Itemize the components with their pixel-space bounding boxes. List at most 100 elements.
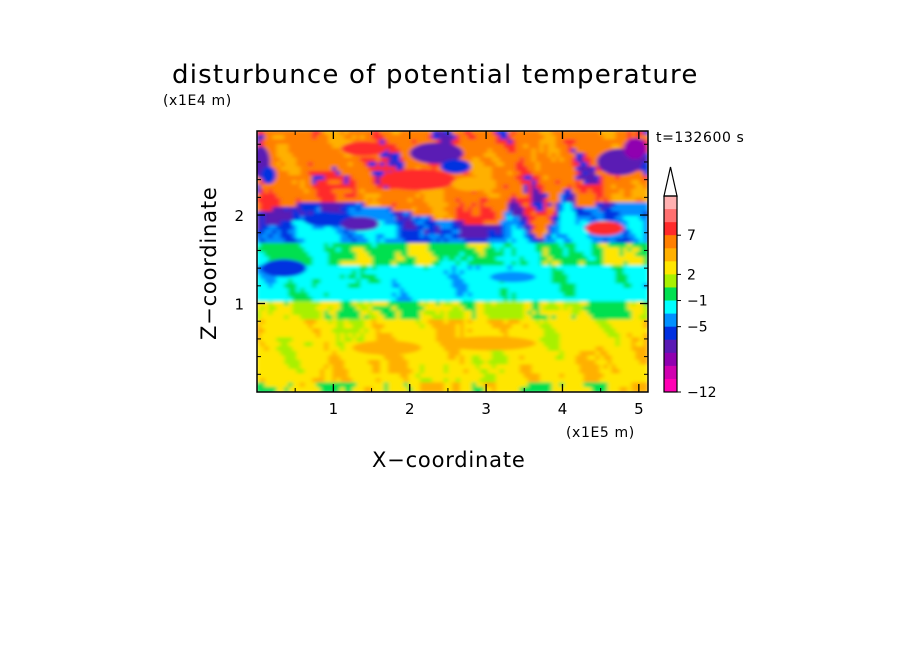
field-cell <box>499 323 505 330</box>
field-cell <box>563 260 569 267</box>
field-cell <box>360 161 366 168</box>
field-cell <box>419 233 426 240</box>
field-cell <box>627 179 633 186</box>
field-cell <box>575 242 581 249</box>
field-cell <box>348 328 354 335</box>
field-cell <box>272 332 278 339</box>
field-cell <box>408 211 414 218</box>
field-cell <box>380 139 386 146</box>
field-cell <box>404 238 410 245</box>
field-cell <box>587 314 593 321</box>
field-cell <box>539 332 545 339</box>
field-cell <box>296 166 302 173</box>
field-cell <box>276 131 282 137</box>
field-cell <box>527 224 533 231</box>
field-cell <box>511 260 517 267</box>
field-cell <box>455 269 462 276</box>
field-cell <box>276 287 282 294</box>
field-cell <box>427 278 434 285</box>
field-cell <box>312 131 318 137</box>
field-cell <box>431 337 438 344</box>
field-cell <box>539 175 545 182</box>
field-cell <box>364 287 370 294</box>
field-cell <box>543 184 549 191</box>
field-cell <box>471 148 478 155</box>
field-cell <box>336 188 342 195</box>
field-cell <box>360 310 366 317</box>
field-cell <box>284 296 290 303</box>
field-cell <box>543 211 549 218</box>
field-cell <box>447 220 454 227</box>
field-cell <box>388 274 394 281</box>
field-cell <box>344 134 350 141</box>
field-cell <box>268 274 274 281</box>
field-cell <box>439 350 446 357</box>
field-cell <box>507 283 513 290</box>
field-cell <box>316 197 322 204</box>
field-cell <box>543 170 549 177</box>
field-cell <box>459 251 466 258</box>
field-cell <box>463 139 470 146</box>
field-cell <box>288 256 294 263</box>
field-cell <box>459 346 466 353</box>
field-cell <box>312 175 318 182</box>
field-cell <box>571 202 577 209</box>
field-cell <box>611 296 617 303</box>
field-cell <box>404 247 410 254</box>
field-cell <box>392 215 398 222</box>
field-cell <box>356 305 362 312</box>
field-cell <box>459 131 466 137</box>
field-cell <box>272 287 278 294</box>
field-cell <box>300 229 306 236</box>
field-cell <box>539 314 545 321</box>
field-cell <box>304 175 310 182</box>
field-cell <box>595 184 601 191</box>
field-cell <box>257 220 262 227</box>
field-cell <box>431 188 438 195</box>
field-cell <box>308 323 314 330</box>
field-cell <box>575 337 581 344</box>
field-cell <box>288 166 294 173</box>
field-cell <box>308 337 314 344</box>
field-cell <box>284 274 290 281</box>
field-cell <box>603 260 609 267</box>
field-cell <box>535 152 541 159</box>
field-cell <box>384 328 390 335</box>
field-cell <box>356 184 362 191</box>
field-cell <box>627 310 633 317</box>
field-cell <box>603 314 609 321</box>
field-cell <box>471 224 478 231</box>
field-cell <box>471 215 478 222</box>
field-cell <box>304 301 310 308</box>
field-cell <box>332 134 338 141</box>
field-cell <box>635 188 641 195</box>
field-cell <box>455 296 462 303</box>
field-cell <box>627 323 633 330</box>
field-cell <box>487 305 493 312</box>
field-cell <box>615 328 621 335</box>
field-cell <box>435 260 442 267</box>
field-cell <box>388 265 394 272</box>
field-cell <box>463 274 470 281</box>
field-cell <box>404 215 410 222</box>
field-cell <box>439 278 446 285</box>
field-cell <box>587 341 593 348</box>
field-cell <box>555 143 561 150</box>
field-cell <box>643 233 648 240</box>
field-cell <box>471 193 478 200</box>
field-cell <box>547 296 553 303</box>
field-cell <box>599 202 605 209</box>
field-cell <box>352 184 358 191</box>
field-cell <box>312 157 318 164</box>
field-cell <box>531 292 537 299</box>
field-cell <box>591 179 597 186</box>
field-cell <box>631 301 637 308</box>
field-cell <box>312 247 318 254</box>
field-cell <box>643 296 648 303</box>
field-cell <box>324 233 330 240</box>
field-cell <box>543 346 549 353</box>
field-cell <box>555 161 561 168</box>
field-cell <box>527 211 533 218</box>
field-cell <box>591 305 597 312</box>
field-cell <box>503 323 509 330</box>
